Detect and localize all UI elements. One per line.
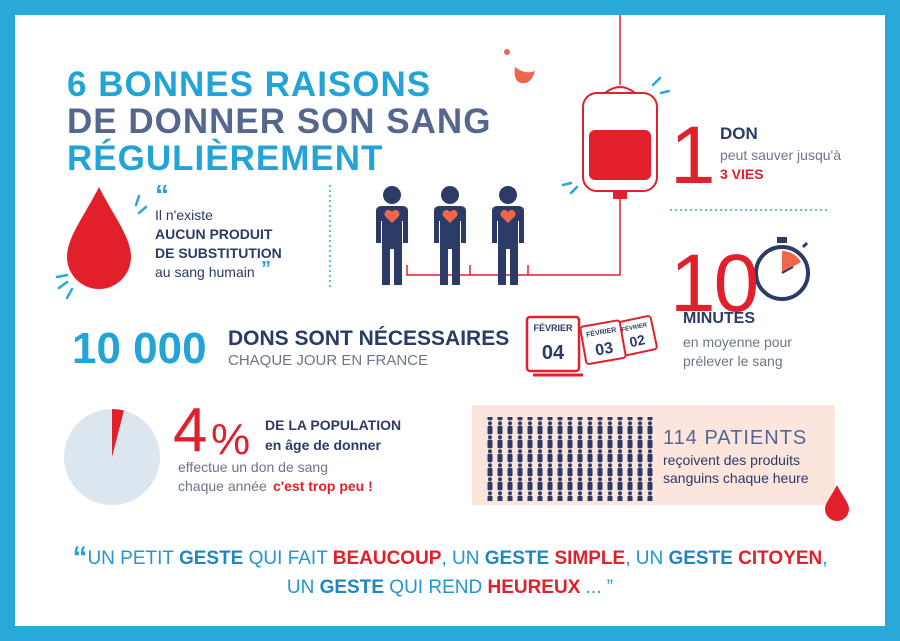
quote-segment: QUI REND (384, 577, 488, 598)
calendar-day: 03 (594, 340, 615, 360)
quote-segment: GESTE (668, 548, 739, 569)
donors (376, 186, 524, 285)
sparkle (55, 194, 148, 300)
unit: % (211, 415, 251, 464)
text: au sang humain (155, 264, 255, 280)
text: DE LA POPULATION (265, 417, 402, 433)
closing-quote: “UN PETIT GESTE QUI FAIT BEAUCOUP, UN GE… (15, 543, 885, 602)
title-line: DE DONNER SON SANG (67, 102, 492, 141)
quote-segment: BEAUCOUP (332, 548, 442, 569)
quote-segment: CITOYEN (738, 548, 823, 569)
close-quote: ” (261, 258, 271, 280)
quote-line: UN GESTE QUI REND HEUREUX ... ” (15, 573, 885, 602)
text: peut sauver jusqu'à (720, 147, 841, 163)
stopwatch (754, 237, 810, 301)
text: 3 VIES (720, 166, 764, 182)
text: effectue un don de sang (178, 459, 328, 475)
stat-label: 114 PATIENTS (663, 427, 808, 449)
stat-number: 1 (670, 110, 716, 201)
text: DE SUBSTITUTION (155, 245, 282, 261)
quote-segment: SIMPLE (554, 548, 626, 569)
text: en moyenne pour (683, 334, 792, 350)
quote-segment: GESTE (484, 548, 555, 569)
blood-drop (825, 485, 849, 521)
open-quote: “ (155, 179, 169, 210)
quote-segment: , (822, 548, 828, 569)
stat-number: 10 000 (72, 324, 207, 373)
open-quote: “ (72, 541, 88, 574)
calendars: FÉVRIER 02 FÉVRIER 03 FÉVRIER 04 (525, 315, 658, 377)
quote-segment: , UN (441, 548, 485, 569)
quote-segment: ... ” (580, 577, 614, 598)
text: c'est trop peu ! (273, 478, 373, 494)
stat-label: DON (720, 124, 758, 143)
title-line: 6 BONNES RAISONS (67, 65, 432, 104)
quote-segment: GESTE (319, 577, 385, 598)
patients-crowd (487, 417, 657, 501)
infographic: FÉVRIER 02 FÉVRIER 03 FÉVRIER 04 6 BONNE… (15, 15, 885, 626)
pie-slice (112, 409, 124, 457)
text: Il n'existe (155, 207, 213, 223)
quote-segment: , UN (625, 548, 669, 569)
quote-segment: GESTE (178, 548, 244, 569)
quote-line: “UN PETIT GESTE QUI FAIT BEAUCOUP, UN GE… (15, 543, 885, 573)
calendar-day: 02 (628, 331, 647, 350)
blood-bag (561, 76, 671, 199)
quote-segment: UN PETIT (87, 548, 179, 569)
calendar-day: 04 (542, 342, 565, 364)
stat-number: 4 (173, 396, 208, 465)
illustrations: FÉVRIER 02 FÉVRIER 03 FÉVRIER 04 (55, 15, 849, 521)
quote-segment: UN (286, 577, 320, 598)
text: reçoivent des produits (663, 452, 800, 468)
quote-segment: QUI FAIT (243, 548, 333, 569)
quote-segment: HEUREUX (487, 577, 581, 598)
text: sanguins chaque heure (663, 470, 809, 486)
stat-label: MINUTES (683, 310, 755, 327)
text: AUCUN PRODUIT (155, 226, 273, 242)
blood-drop (67, 187, 131, 289)
text: chaque année (178, 478, 267, 494)
text: prélever le sang (683, 353, 783, 369)
dot (504, 49, 510, 55)
calendar-month: FÉVRIER (533, 323, 573, 333)
text: CHAQUE JOUR EN FRANCE (228, 352, 429, 369)
title-line: RÉGULIÈREMENT (67, 139, 384, 178)
text: DONS SONT NÉCESSAIRES (228, 327, 510, 350)
stat-number: 10 (670, 238, 759, 329)
drop-icon (514, 67, 535, 84)
text: en âge de donner (265, 437, 381, 453)
